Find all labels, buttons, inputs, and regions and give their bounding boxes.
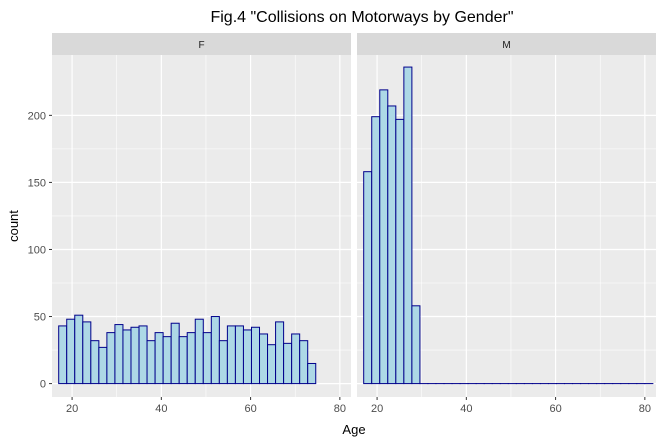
x-tick-label: 80 — [639, 403, 651, 415]
histogram-bar — [202, 332, 212, 385]
histogram-bar — [114, 324, 124, 385]
y-tick-label: 0 — [40, 379, 46, 391]
histogram-bar — [242, 329, 252, 385]
strip-background — [357, 33, 656, 55]
bars — [58, 314, 317, 385]
x-tick-label: 20 — [66, 403, 78, 415]
y-tick-label: 100 — [28, 244, 46, 256]
histogram-bar — [283, 342, 293, 385]
histogram-bar — [234, 325, 244, 385]
y-tick-label: 50 — [34, 312, 46, 324]
x-axis-title: Age — [342, 422, 365, 437]
y-axis: 0 50 100 150 200 — [28, 110, 52, 391]
strip-background — [52, 33, 351, 55]
histogram-bar — [226, 325, 236, 385]
x-axis: 20 40 60 80 20 40 60 80 — [66, 397, 651, 415]
strip-label: M — [502, 40, 510, 51]
histogram-bar — [218, 340, 228, 385]
histogram-bar — [146, 340, 156, 385]
histogram-bar — [267, 344, 277, 385]
histogram-bar — [387, 105, 397, 385]
y-axis-title: count — [6, 210, 21, 242]
histogram-bar — [138, 325, 148, 385]
bars — [363, 66, 654, 385]
histogram-bar — [395, 118, 405, 385]
histogram-bar — [371, 116, 381, 385]
histogram-bar — [130, 326, 140, 385]
histogram-bar — [403, 66, 413, 385]
y-tick-label: 200 — [28, 110, 46, 122]
histogram-bar — [194, 318, 204, 385]
histogram-bar — [162, 336, 172, 385]
x-tick-label: 40 — [460, 403, 472, 415]
panel-male: M — [357, 33, 656, 397]
x-tick-label: 40 — [155, 403, 167, 415]
strip-label: F — [198, 40, 204, 51]
histogram-bar — [122, 329, 132, 385]
histogram-bar — [178, 336, 188, 385]
x-tick-label: 60 — [549, 403, 561, 415]
histogram-bar — [363, 171, 373, 385]
histogram-bar — [186, 332, 196, 385]
histogram-bar — [90, 340, 100, 385]
histogram-bar — [154, 332, 164, 385]
histogram-bar — [291, 333, 301, 385]
x-tick-label: 20 — [371, 403, 383, 415]
y-tick-label: 150 — [28, 177, 46, 189]
histogram-bar — [299, 340, 309, 385]
histogram-bar — [259, 333, 269, 385]
x-tick-label: 60 — [244, 403, 256, 415]
histogram-bar — [82, 321, 92, 385]
histogram-bar — [210, 316, 220, 385]
histogram-bar — [58, 325, 68, 385]
histogram-bar — [411, 305, 421, 385]
panel-female: F — [52, 33, 351, 397]
chart-title: Fig.4 "Collisions on Motorways by Gender… — [210, 9, 513, 26]
histogram-bar — [74, 314, 84, 385]
histogram-bar — [106, 332, 116, 385]
histogram-bar — [275, 321, 285, 385]
histogram-bar — [66, 318, 76, 385]
histogram-bar — [98, 346, 108, 385]
histogram-bar — [307, 362, 317, 385]
histogram-bar — [170, 322, 180, 385]
histogram-bar — [379, 89, 389, 385]
x-tick-label: 80 — [334, 403, 346, 415]
histogram-bar — [250, 326, 261, 385]
